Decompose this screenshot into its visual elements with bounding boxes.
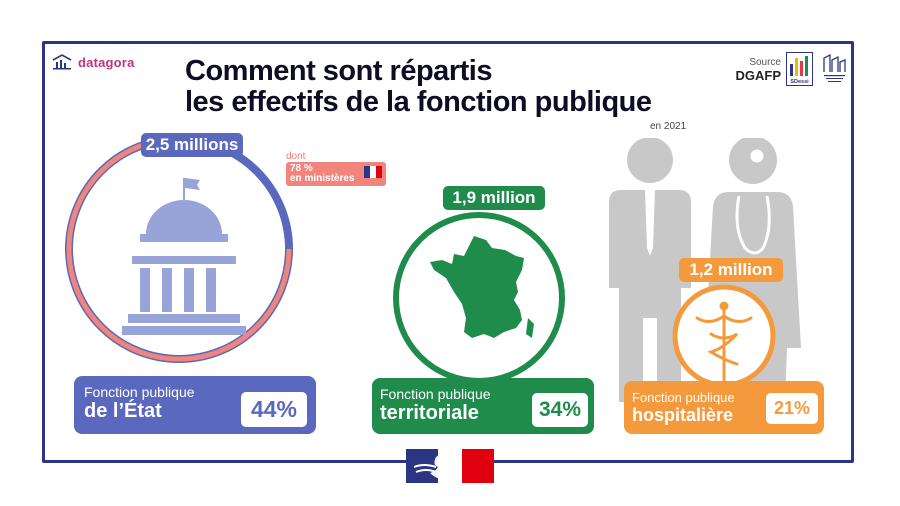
stethoscope-icon bbox=[735, 195, 771, 255]
brand-logo[interactable]: datagora bbox=[52, 54, 135, 70]
territoriale-share: 34% bbox=[532, 393, 588, 427]
etat-count-badge: 2,5 millions bbox=[141, 133, 243, 157]
chart-title: Comment sont répartis les effectifs de l… bbox=[185, 56, 652, 118]
marianne-logo-icon bbox=[406, 449, 494, 483]
sdessi-logo-icon: SDessi bbox=[786, 52, 813, 86]
france-map-icon bbox=[430, 236, 534, 338]
source-org: DGAFP bbox=[735, 68, 782, 83]
territoriale-count-badge: 1,9 million bbox=[443, 186, 545, 210]
source-block: Source DGAFP bbox=[729, 57, 782, 83]
callout-tag: 78 % en ministères bbox=[286, 162, 387, 186]
etat-label-line1: Fonction publique bbox=[84, 384, 195, 400]
government-building-icon bbox=[122, 178, 246, 335]
brand-name: datagora bbox=[78, 54, 135, 70]
territoriale-label-line2: territoriale bbox=[380, 402, 479, 424]
head-mirror-icon bbox=[747, 146, 767, 166]
datagora-logo-icon bbox=[52, 54, 72, 70]
hospitaliere-count-badge: 1,2 million bbox=[679, 258, 783, 282]
caduceus-icon bbox=[695, 301, 753, 384]
fonction-publique-logo-icon bbox=[823, 53, 846, 82]
etat-label-line2: de l’État bbox=[84, 400, 162, 422]
etat-share: 44% bbox=[241, 392, 307, 427]
etat-ministeres-callout: dont 78 % en ministères bbox=[286, 151, 387, 186]
territoriale-label-line1: Fonction publique bbox=[380, 386, 491, 402]
callout-text: en ministères bbox=[290, 173, 355, 184]
hospitaliere-illustration bbox=[609, 138, 801, 402]
title-line-2: les effectifs de la fonction publique bbox=[185, 86, 652, 118]
callout-prefix: dont bbox=[286, 151, 306, 162]
chart-subtitle-year: en 2021 bbox=[650, 121, 687, 132]
hospitaliere-label-line2: hospitalière bbox=[632, 405, 734, 425]
territoriale-illustration bbox=[393, 212, 565, 384]
title-line-1: Comment sont répartis bbox=[185, 55, 492, 87]
hospitaliere-share: 21% bbox=[766, 393, 818, 424]
callout-value: 78 % bbox=[290, 163, 313, 174]
french-flag-icon bbox=[364, 166, 383, 178]
hospitaliere-label-line1: Fonction publique bbox=[632, 390, 735, 405]
etat-ministeres-arc bbox=[66, 136, 292, 362]
source-label: Source bbox=[749, 57, 781, 68]
sdessi-logo-text: SDessi bbox=[790, 79, 809, 85]
